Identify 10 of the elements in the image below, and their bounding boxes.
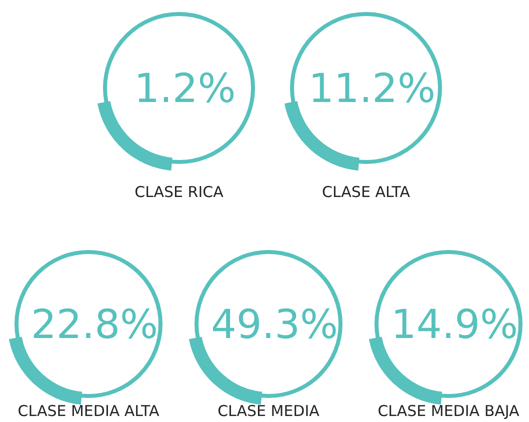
category-label: CLASE ALTA — [322, 183, 411, 201]
data-label: 14.9% — [390, 302, 518, 348]
data-label: 49.3% — [210, 302, 338, 348]
category-label: CLASE MEDIA BAJA — [378, 402, 520, 420]
category-label: CLASE MEDIA ALTA — [18, 402, 160, 420]
data-label: 1.2% — [134, 66, 236, 112]
data-label: 22.8% — [30, 302, 158, 348]
category-label: CLASE MEDIA — [218, 402, 320, 420]
category-label: CLASE RICA — [134, 183, 224, 201]
data-label: 11.2% — [308, 66, 436, 112]
